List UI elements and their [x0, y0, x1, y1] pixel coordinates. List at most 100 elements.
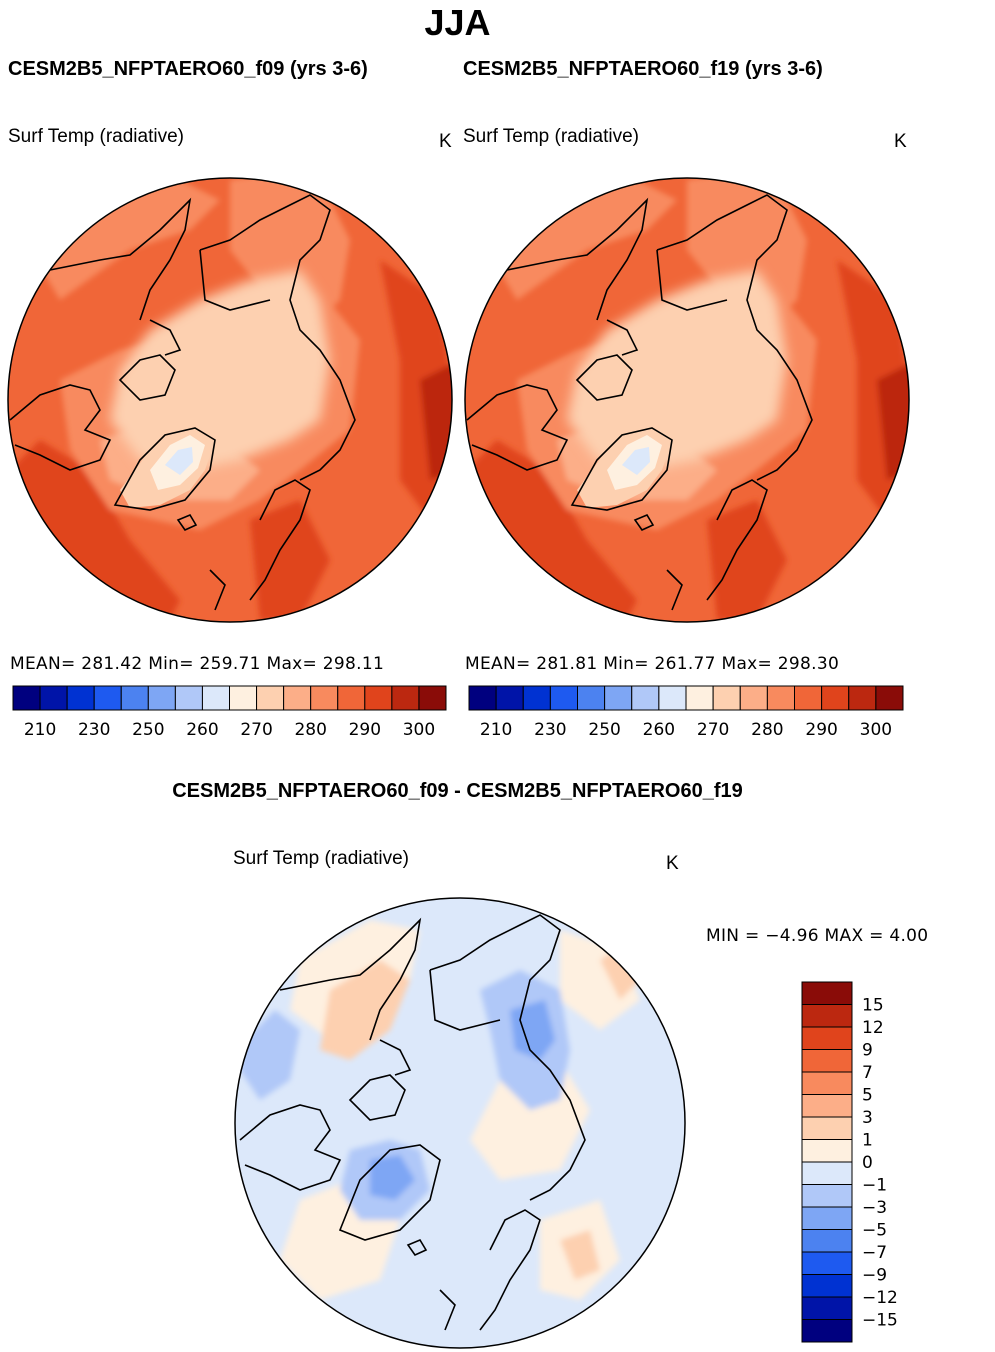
colorbar-3-tick-label: 7	[862, 1063, 873, 1083]
map3-coast-alaska	[279, 917, 422, 1041]
colorbar-2-swatch	[577, 685, 606, 711]
colorbar-1-swatch	[283, 685, 312, 711]
colorbar-3-swatch	[801, 1094, 853, 1118]
colorbar-1-swatch	[364, 685, 393, 711]
colorbar-2-tick-label: 300	[860, 720, 892, 740]
map2-coast-iceland	[633, 513, 655, 532]
colorbar-1-tick-label: 260	[186, 720, 218, 740]
colorbar-3-tick-label: −7	[862, 1243, 887, 1263]
colorbar-3-swatch	[801, 1296, 853, 1320]
colorbar-1-tick-label: 270	[240, 720, 272, 740]
map3-cold-greenland	[370, 1155, 415, 1200]
colorbar-2-tick-label: 230	[534, 720, 566, 740]
colorbar-1-swatch	[256, 685, 285, 711]
colorbar-3-tick-label: 3	[862, 1108, 873, 1128]
colorbar-1: 210 230 250 260 270 280 290 300	[12, 685, 447, 740]
colorbar-3-tick-label: −9	[862, 1266, 887, 1286]
map3-coast-siberia	[429, 914, 586, 1201]
colorbar-2-tick-label: 270	[697, 720, 729, 740]
map1-coastlines	[9, 194, 356, 611]
map1-coast-archipelago1	[118, 354, 176, 401]
map2-coast-alaska	[506, 197, 649, 321]
map3-coast-scandinavia	[479, 1209, 541, 1331]
map1-arctic-ocean	[110, 270, 330, 470]
colorbar-2-swatch	[685, 685, 714, 711]
map1-alaska-band	[30, 180, 220, 300]
colorbar-1-tick-label: 290	[349, 720, 381, 740]
map3-warm-se	[560, 1230, 600, 1280]
map2-coast-archipelago1	[575, 354, 633, 401]
panel1-variable-label: Surf Temp (radiative)	[8, 126, 184, 147]
map2-arctic-ocean	[567, 270, 787, 470]
map2-coast-archipelago2	[606, 319, 639, 356]
colorbar-2-tick-label: 290	[805, 720, 837, 740]
colorbar-1-tick-label: 300	[403, 720, 435, 740]
map2-polar	[464, 177, 910, 623]
colorbar-2-tick-label: 280	[751, 720, 783, 740]
map3-coast-archipelago2	[379, 1039, 412, 1076]
colorbar-2-swatch	[604, 685, 633, 711]
map3-coast-archipelago1	[348, 1074, 406, 1121]
colorbar-2-tick-label: 210	[480, 720, 512, 740]
colorbar-1-swatch	[310, 685, 339, 711]
colorbar-2-swatch	[495, 685, 524, 711]
colorbar-3-tick-label: 0	[862, 1153, 873, 1173]
colorbar-3-swatch	[801, 1071, 853, 1095]
panel2-variable-label: Surf Temp (radiative)	[463, 126, 639, 147]
colorbar-2-swatch	[468, 685, 497, 711]
panel1-unit: K	[439, 131, 452, 152]
map1-coast-britain	[209, 569, 226, 611]
colorbar-3-swatch	[801, 1161, 853, 1185]
colorbar-2-swatch	[658, 685, 687, 711]
map3-coast-canada	[239, 1104, 342, 1191]
colorbar-3-tick-label: −5	[862, 1221, 887, 1241]
map1-greenland-peak	[165, 447, 193, 475]
colorbar-1-tick-label: 280	[294, 720, 326, 740]
map2-coast-greenland	[570, 427, 673, 511]
colorbar-2-tick-label: 250	[588, 720, 620, 740]
colorbar-1-tick-label: 210	[24, 720, 56, 740]
map3-border	[234, 897, 686, 1349]
map3-coast-chukchi	[429, 969, 501, 1031]
colorbar-2: 210 230 250 260 270 280 290 300	[468, 685, 904, 740]
map2-coast-siberia	[656, 194, 813, 481]
map1-coast-chukchi	[199, 249, 271, 311]
colorbar-2-swatch	[522, 685, 551, 711]
colorbar-3-swatch	[801, 1229, 853, 1253]
colorbar-2-swatch	[739, 685, 768, 711]
map1-border	[7, 177, 453, 623]
colorbar-2-swatch	[821, 685, 850, 711]
colorbar-1-swatch	[337, 685, 366, 711]
colorbar-3-tick-label: 1	[862, 1131, 873, 1151]
map1-coast-greenland	[113, 427, 216, 511]
colorbar-1-swatch	[201, 685, 230, 711]
colorbar-3-tick-label: −3	[862, 1198, 887, 1218]
colorbar-1-tick-label: 230	[78, 720, 110, 740]
map3-polar	[234, 897, 686, 1349]
colorbar-2-swatch	[549, 685, 578, 711]
colorbar-3-swatch	[801, 1206, 853, 1230]
colorbar-1-swatch	[147, 685, 176, 711]
colorbar-2-swatch	[875, 685, 904, 711]
map1-polar	[7, 177, 453, 623]
colorbar-3-swatch	[801, 981, 853, 1005]
colorbar-1-swatch	[391, 685, 420, 711]
colorbar-3-swatch	[801, 1251, 853, 1275]
colorbar-2-swatch	[766, 685, 795, 711]
panel1-stats: MEAN= 281.42 Min= 259.71 Max= 298.11	[10, 654, 385, 674]
map1-coast-archipelago2	[149, 319, 182, 356]
map3-warm-alaska	[320, 960, 410, 1060]
map3-coast-iceland	[406, 1238, 428, 1257]
colorbar-1-swatch	[418, 685, 447, 711]
map3-cool-west	[240, 1010, 300, 1100]
colorbar-2-swatch	[712, 685, 741, 711]
colorbar-3-tick-label: −12	[862, 1288, 898, 1308]
map1-coast-scandinavia	[249, 479, 311, 601]
panel2-title: CESM2B5_NFPTAERO60_f19 (yrs 3-6)	[463, 58, 823, 80]
colorbar-3-swatch	[801, 1026, 853, 1050]
map1-coast-canada	[9, 384, 112, 471]
panel2-stats: MEAN= 281.81 Min= 261.77 Max= 298.30	[465, 654, 840, 674]
panel1-title: CESM2B5_NFPTAERO60_f09 (yrs 3-6)	[8, 58, 368, 80]
map2-coastlines	[466, 194, 813, 611]
colorbar-1-swatch	[174, 685, 203, 711]
